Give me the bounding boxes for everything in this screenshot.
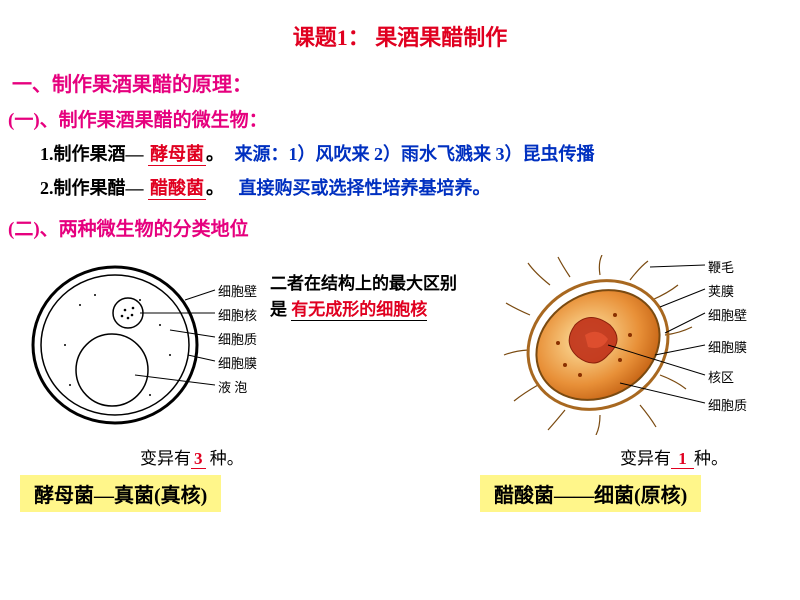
section-1-heading: 一、制作果酒果醋的原理： bbox=[12, 68, 800, 97]
mid-answer: 有无成形的细胞核 bbox=[291, 300, 427, 321]
item-2-answer: 醋酸菌 bbox=[148, 178, 206, 200]
mid-line2-pre: 是 bbox=[270, 300, 287, 319]
item-1-answer: 酵母菌 bbox=[148, 144, 206, 166]
yeast-label-wall: 细胞壁 bbox=[218, 281, 257, 300]
item-1-punct: 。 bbox=[206, 144, 224, 164]
yeast-label-membrane: 细胞膜 bbox=[218, 353, 257, 372]
mid-text: 二者在结构上的最大区别 是 有无成形的细胞核 bbox=[270, 271, 500, 324]
section-1-1-heading: (一)、制作果酒果醋的微生物： bbox=[8, 105, 800, 132]
yeast-caption: 酵母菌—真菌(真核) bbox=[20, 475, 221, 512]
section-1-2-heading: (二)、两种微生物的分类地位 bbox=[8, 214, 800, 241]
item-2-prefix: 2.制作果醋— bbox=[40, 178, 144, 198]
yeast-label-cytoplasm: 细胞质 bbox=[218, 329, 257, 348]
bac-label-nucleoid: 核区 bbox=[708, 367, 734, 386]
yeast-variation-n: 3 bbox=[191, 449, 206, 469]
bac-label-capsule: 荚膜 bbox=[708, 281, 734, 300]
yeast-variation-post: 种。 bbox=[206, 449, 244, 468]
yeast-label-nucleus: 细胞核 bbox=[218, 305, 257, 324]
bac-caption: 醋酸菌——细菌(原核) bbox=[480, 475, 701, 512]
item-1-note: 来源：1）风吹来 2）雨水飞溅来 3）昆虫传播 bbox=[235, 144, 595, 164]
item-2-note: 直接购买或选择性培养基培养。 bbox=[239, 178, 491, 198]
bac-variation-n: 1 bbox=[671, 449, 694, 469]
bac-label-cytoplasm: 细胞质 bbox=[708, 395, 747, 414]
figure-row: 细胞壁 细胞核 细胞质 细胞膜 液 泡 变异有3 种。 酵母菌—真菌(真核) 二… bbox=[20, 255, 780, 512]
item-2-punct: 。 bbox=[206, 178, 224, 198]
item-2: 2.制作果醋— 醋酸菌。 直接购买或选择性培养基培养。 bbox=[40, 174, 800, 200]
yeast-label-vacuole: 液 泡 bbox=[218, 377, 247, 396]
yeast-variation-pre: 变异有 bbox=[140, 449, 191, 468]
mid-line1: 二者在结构上的最大区别 bbox=[270, 274, 457, 293]
bac-label-membrane: 细胞膜 bbox=[708, 337, 747, 356]
bacterium-figure: 鞭毛 荚膜 细胞壁 细胞膜 核区 细胞质 变异有 1 种。 醋酸菌——细菌(原核… bbox=[480, 255, 780, 512]
page-title: 课题1： 果酒果醋制作 bbox=[0, 0, 800, 52]
item-1: 1.制作果酒— 酵母菌。 来源：1）风吹来 2）雨水飞溅来 3）昆虫传播 bbox=[40, 140, 800, 166]
bac-label-flagellum: 鞭毛 bbox=[708, 257, 734, 276]
bac-label-wall: 细胞壁 bbox=[708, 305, 747, 324]
yeast-variation: 变异有3 种。 bbox=[140, 444, 320, 469]
bac-variation-post: 种。 bbox=[694, 449, 728, 468]
bac-variation: 变异有 1 种。 bbox=[620, 444, 780, 469]
item-1-prefix: 1.制作果酒— bbox=[40, 144, 144, 164]
bac-variation-pre: 变异有 bbox=[620, 449, 671, 468]
